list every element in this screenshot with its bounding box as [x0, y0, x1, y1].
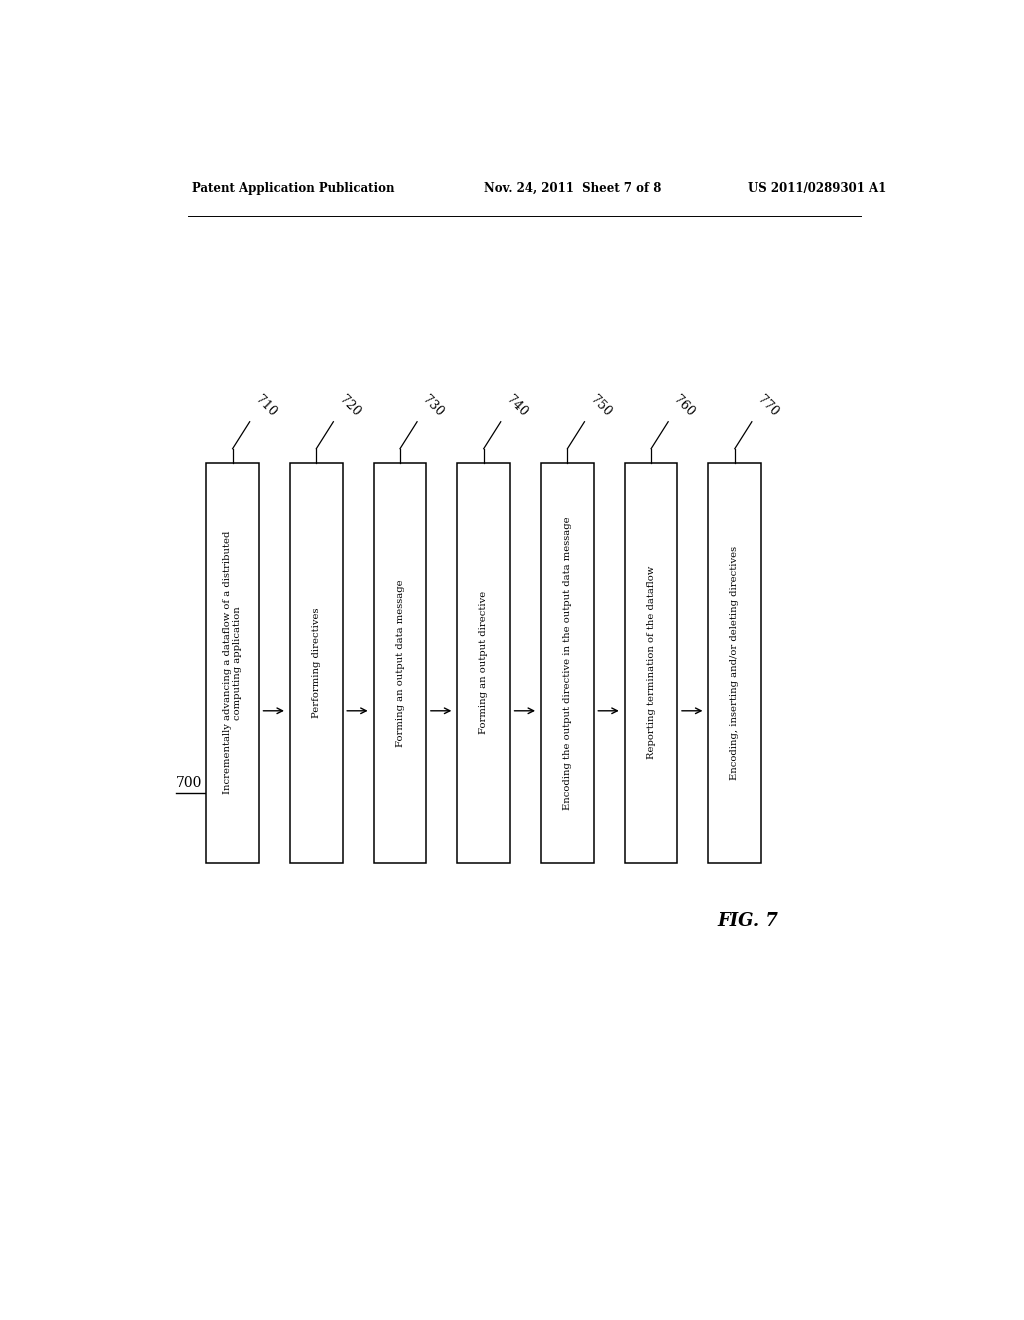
Text: Reporting termination of the dataflow: Reporting termination of the dataflow [646, 566, 655, 759]
Text: Incrementally advancing a dataflow of a distributed
computing application: Incrementally advancing a dataflow of a … [223, 531, 243, 795]
Text: 720: 720 [337, 392, 362, 418]
Text: Forming an output data message: Forming an output data message [395, 579, 404, 747]
Text: FIG. 7: FIG. 7 [717, 912, 778, 929]
Bar [290, 462, 343, 863]
Bar [206, 462, 259, 863]
Text: 700: 700 [176, 776, 203, 789]
Bar [709, 462, 761, 863]
Text: Encoding, inserting and/or deleting directives: Encoding, inserting and/or deleting dire… [730, 545, 739, 780]
Bar [374, 462, 426, 863]
Text: 750: 750 [588, 392, 613, 418]
Bar [625, 462, 678, 863]
Text: 760: 760 [672, 392, 697, 418]
Text: 740: 740 [504, 392, 530, 418]
Text: Patent Application Publication: Patent Application Publication [191, 182, 394, 194]
Text: US 2011/0289301 A1: US 2011/0289301 A1 [748, 182, 886, 194]
Text: 770: 770 [755, 392, 781, 418]
Text: 710: 710 [253, 392, 279, 418]
Text: Nov. 24, 2011  Sheet 7 of 8: Nov. 24, 2011 Sheet 7 of 8 [484, 182, 662, 194]
Text: Encoding the output directive in the output data message: Encoding the output directive in the out… [563, 516, 572, 809]
Text: 730: 730 [420, 392, 446, 418]
Bar [458, 462, 510, 863]
Bar [541, 462, 594, 863]
Text: Performing directives: Performing directives [312, 607, 321, 718]
Text: Forming an output directive: Forming an output directive [479, 591, 488, 734]
